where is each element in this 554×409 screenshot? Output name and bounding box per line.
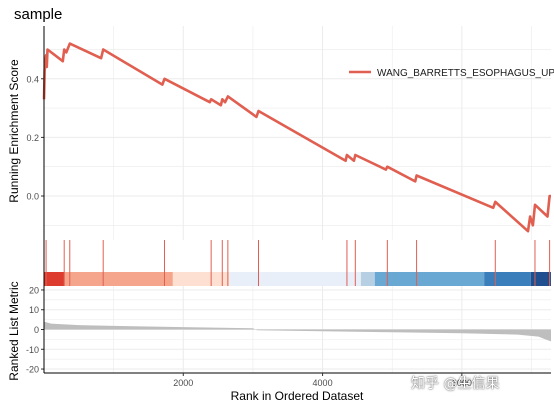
color-bar-segment [360,272,375,286]
running-enrichment-score-line [42,42,551,233]
watermark: 知乎 @生信果 [411,376,500,392]
x-axis-label: Rank in Ordered Dataset [231,389,364,403]
legend: WANG_BARRETTS_ESOPHAGUS_UP [349,68,554,79]
x-tick-label: 4000 [313,378,333,388]
top-panel-gridlines [44,26,551,240]
bottom-panel-y-axis-label: Ranked List Metric [7,281,21,380]
bottom-panel-y-ticks: 20 10 0 -10 -20 [26,285,44,375]
ranked-metric-panel: 20 10 0 -10 -20 2000 4000 6000 Ranked List Met… [7,281,551,403]
bottom-y-tick-label: -20 [26,365,39,375]
bottom-y-tick-label: 10 [29,305,39,315]
bottom-y-tick-label: 20 [29,285,39,295]
x-axis-ticks: 2000 4000 6000 [173,373,472,388]
color-bar-segment [530,272,551,286]
legend-label: WANG_BARRETTS_ESOPHAGUS_UP [377,68,554,79]
gene-hits-panel [43,240,551,286]
color-bar-segment [374,272,485,286]
top-y-tick-label: 0.4 [26,74,39,84]
running-enrichment-panel: 0.0 0.2 0.4 WANG_BARRETTS_ESOPHAGUS_UP Run… [7,26,554,240]
color-bar-segment [484,272,531,286]
color-bar-segment [172,272,230,286]
x-tick-label: 2000 [173,378,193,388]
top-panel-y-ticks: 0.0 0.2 0.4 [26,74,44,202]
x-tick-label: 6000 [452,378,472,388]
top-y-tick-label: 0.2 [26,133,39,143]
bottom-y-tick-label: -10 [26,345,39,355]
ranked-metric-area [44,321,551,342]
bottom-y-tick-label: 0 [34,325,39,335]
top-y-tick-label: 0.0 [26,192,39,202]
top-panel-y-axis-label: Running Enrichment Score [7,59,21,203]
color-bar-segment [64,272,173,286]
rank-color-bar [44,272,551,286]
color-bar-segment [229,272,361,286]
color-bar-segment [44,272,65,286]
chart-title: sample [14,6,62,23]
